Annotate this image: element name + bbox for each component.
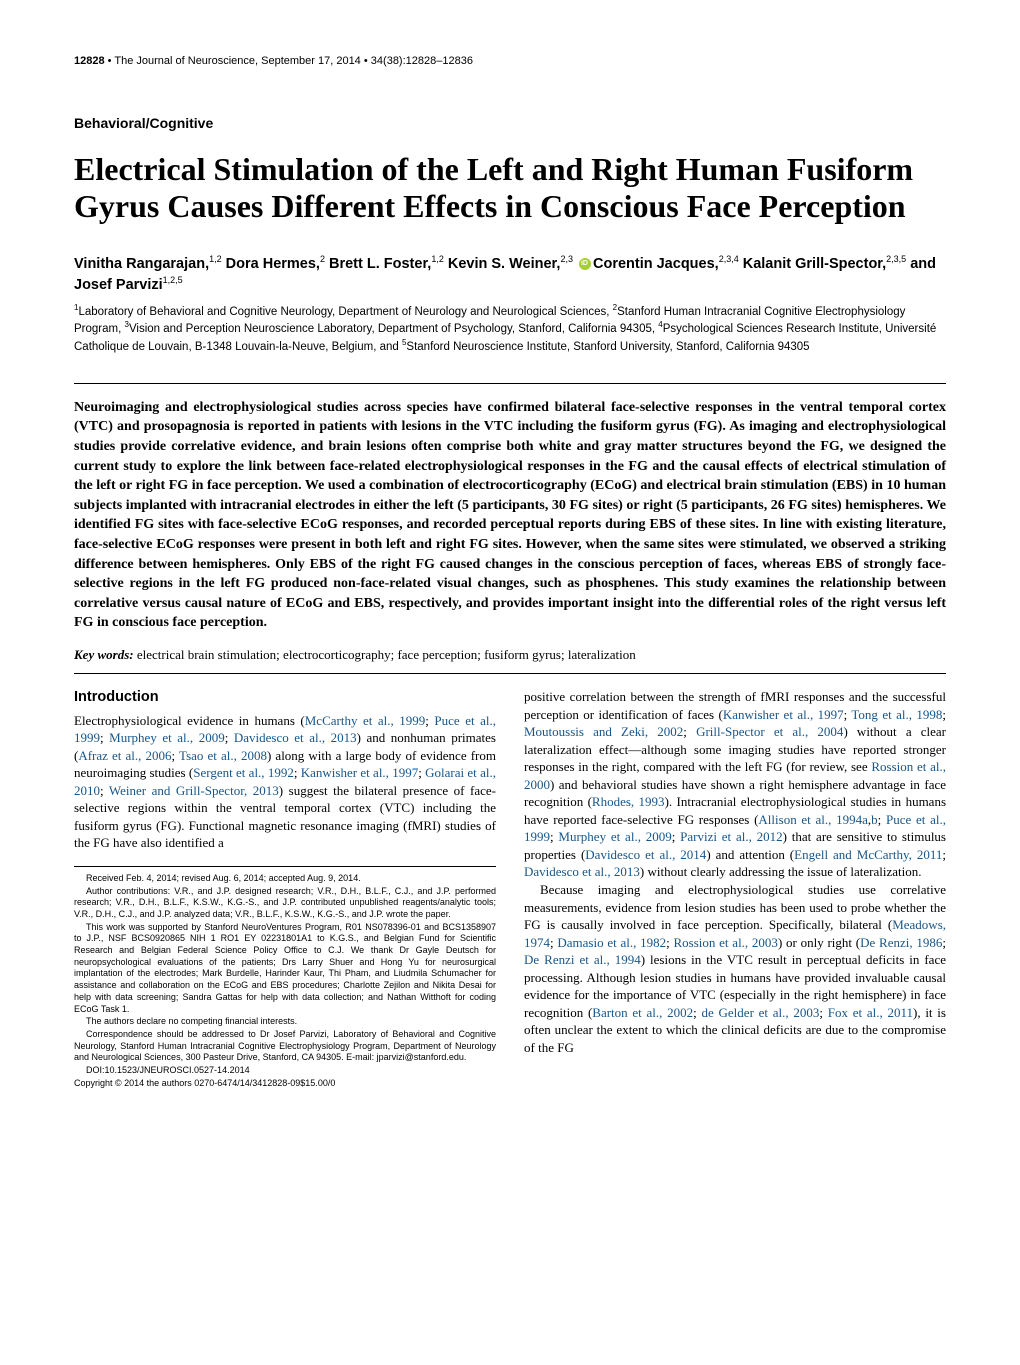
footnote-received: Received Feb. 4, 2014; revised Aug. 6, 2… xyxy=(74,873,496,885)
journal-info: The Journal of Neuroscience, September 1… xyxy=(114,55,360,67)
affiliations: 1Laboratory of Behavioral and Cognitive … xyxy=(74,303,946,355)
divider-bottom xyxy=(74,673,946,674)
right-paragraph-2: Because imaging and electrophysiological… xyxy=(524,881,946,1056)
keywords: Key words: electrical brain stimulation;… xyxy=(74,647,946,663)
author-list: Vinitha Rangarajan,1,2 Dora Hermes,2 Bre… xyxy=(74,253,946,295)
right-paragraph-1: positive correlation between the strengt… xyxy=(524,688,946,881)
footnote-correspondence: Correspondence should be addressed to Dr… xyxy=(74,1029,496,1064)
introduction-heading: Introduction xyxy=(74,688,496,708)
right-column: positive correlation between the strengt… xyxy=(524,688,946,1090)
divider-top xyxy=(74,383,946,384)
footnote-divider xyxy=(74,866,496,867)
footnote-contributions: Author contributions: V.R., and J.P. des… xyxy=(74,886,496,921)
keywords-label: Key words: xyxy=(74,647,134,662)
running-header: 12828 • The Journal of Neuroscience, Sep… xyxy=(74,55,946,67)
volume-info: 34(38):12828–12836 xyxy=(371,55,473,67)
footnote-doi: DOI:10.1523/JNEUROSCI.0527-14.2014 xyxy=(74,1065,496,1077)
abstract: Neuroimaging and electrophysiological st… xyxy=(74,398,946,633)
intro-paragraph-1: Electrophysiological evidence in humans … xyxy=(74,712,496,852)
footnote-copyright: Copyright © 2014 the authors 0270-6474/1… xyxy=(74,1078,496,1090)
section-label: Behavioral/Cognitive xyxy=(74,115,946,131)
footnote-funding: This work was supported by Stanford Neur… xyxy=(74,922,496,1016)
article-title: Electrical Stimulation of the Left and R… xyxy=(74,151,946,225)
keywords-text: electrical brain stimulation; electrocor… xyxy=(137,647,636,662)
footnotes: Received Feb. 4, 2014; revised Aug. 6, 2… xyxy=(74,873,496,1089)
footnote-competing: The authors declare no competing financi… xyxy=(74,1016,496,1028)
page-number: 12828 xyxy=(74,55,105,67)
left-column: Introduction Electrophysiological eviden… xyxy=(74,688,496,1090)
body-columns: Introduction Electrophysiological eviden… xyxy=(74,688,946,1090)
